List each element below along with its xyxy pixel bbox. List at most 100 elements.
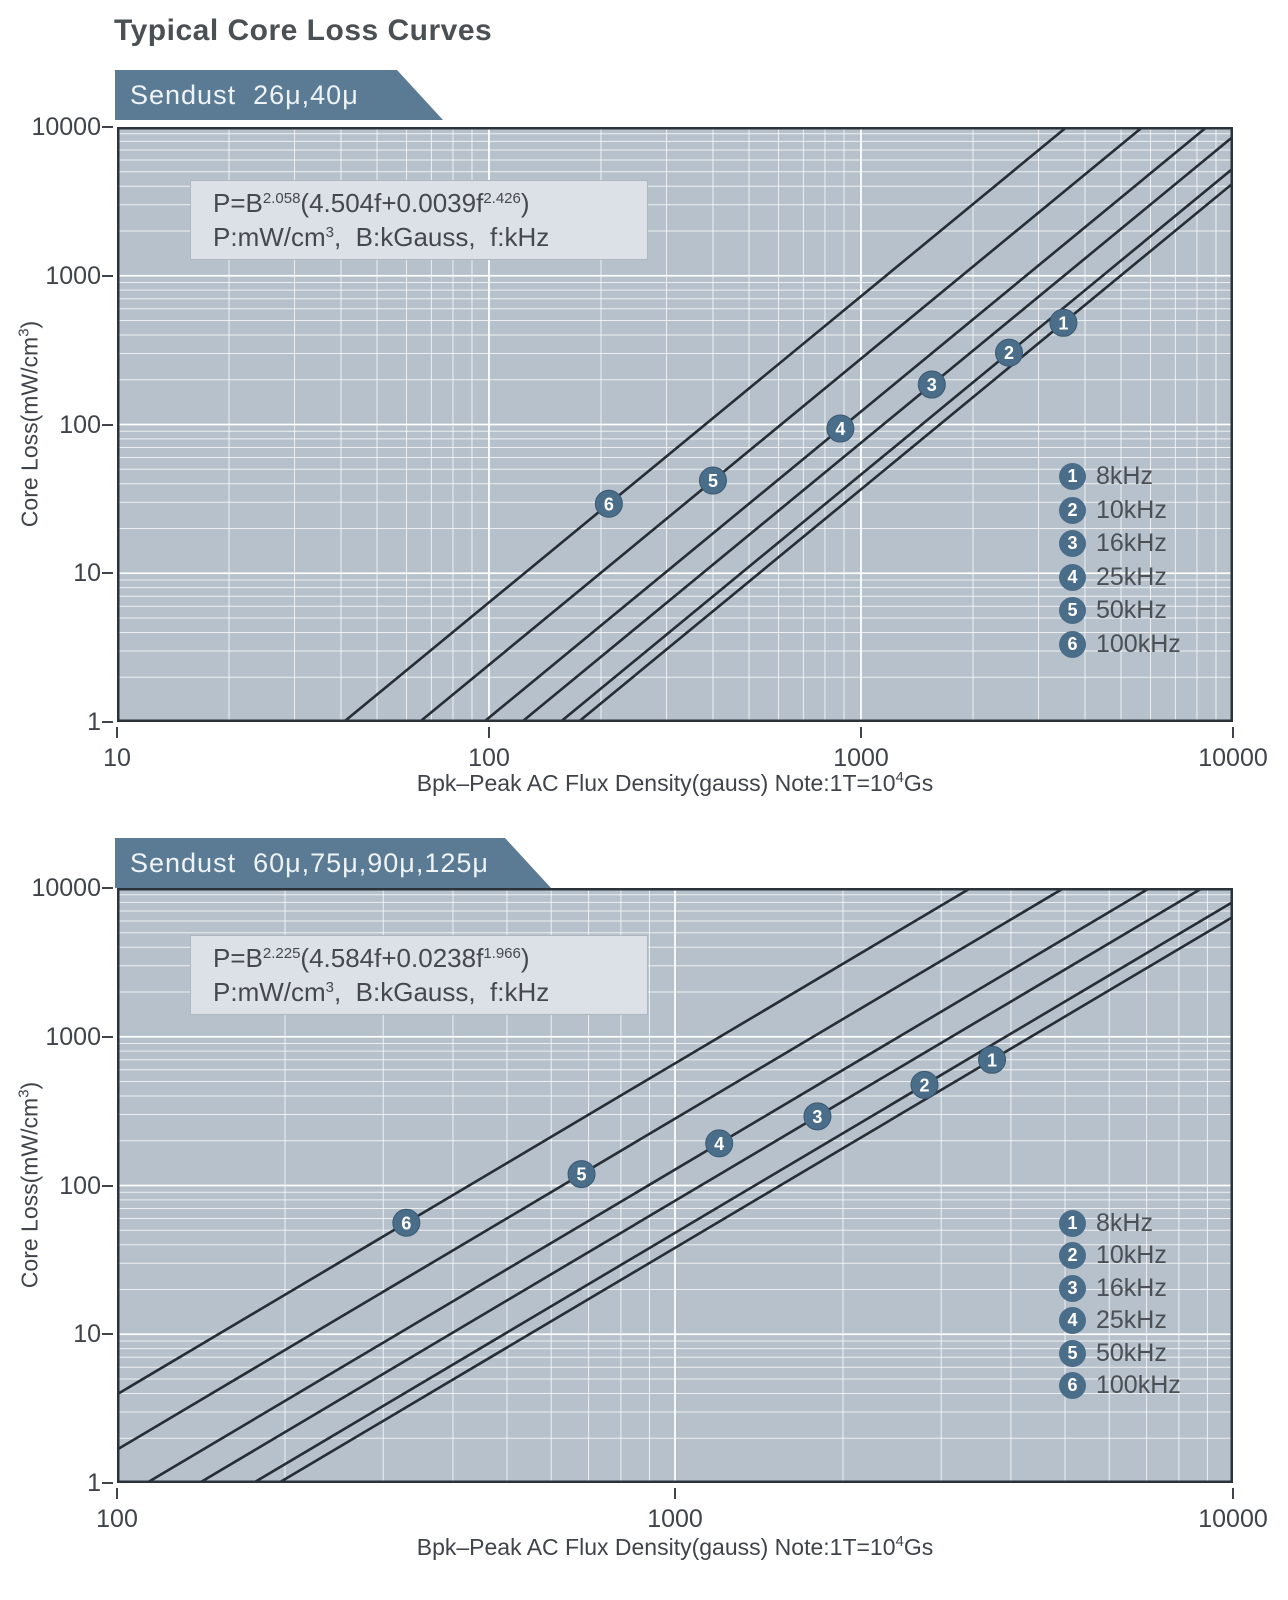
curve-10khz bbox=[252, 900, 1233, 1483]
legend-number-5-icon: 5 bbox=[1059, 597, 1086, 625]
legend-number-1-icon: 1 bbox=[1059, 463, 1086, 491]
marker-6-100khz: 6 bbox=[392, 1208, 421, 1237]
chart2-grid bbox=[117, 888, 1233, 1483]
svg-text:3: 3 bbox=[812, 1107, 822, 1127]
chart1-formula: P=B2.058(4.504f+0.0039f2.426) bbox=[213, 188, 530, 218]
legend-item-8khz: 1 8kHz bbox=[1059, 460, 1181, 494]
x-tick-label: 1000 bbox=[833, 744, 889, 772]
curve-25khz bbox=[145, 888, 1151, 1483]
legend-number-2-icon: 2 bbox=[1059, 1242, 1086, 1270]
chart2-formula-box: P=B2.225(4.584f+0.0238f1.966) P:mW/cm3, … bbox=[190, 935, 648, 1015]
legend-item-100khz: 6 100kHz bbox=[1059, 1370, 1181, 1403]
chart2-x-axis-title: Bpk–Peak AC Flux Density(gauss) Note:1T=… bbox=[416, 1533, 934, 1560]
y-tick-label: 10 bbox=[73, 1320, 101, 1349]
legend-label: 50kHz bbox=[1096, 1338, 1167, 1367]
legend-number-4-icon: 4 bbox=[1059, 1307, 1086, 1335]
legend-label: 8kHz bbox=[1096, 462, 1153, 491]
legend-number-6-icon: 6 bbox=[1059, 630, 1086, 658]
y-tick-label: 10000 bbox=[31, 113, 101, 141]
y-tick-label: 100 bbox=[59, 1171, 101, 1200]
svg-text:5: 5 bbox=[577, 1165, 587, 1185]
legend-number-3-icon: 3 bbox=[1059, 1274, 1086, 1302]
x-tick-mark bbox=[1232, 727, 1234, 738]
y-tick-mark bbox=[102, 1035, 113, 1038]
y-tick-mark bbox=[102, 1333, 113, 1336]
svg-text:2: 2 bbox=[1004, 343, 1014, 363]
chart2-canvas: 1 2 3 4 5 6 bbox=[117, 888, 1233, 1483]
y-tick-mark bbox=[102, 721, 113, 723]
marker-3-16khz: 3 bbox=[917, 370, 946, 399]
y-tick-label: 100 bbox=[59, 410, 101, 439]
legend-label: 25kHz bbox=[1096, 562, 1167, 591]
svg-text:1: 1 bbox=[1058, 313, 1068, 333]
svg-text:4: 4 bbox=[835, 419, 845, 439]
legend-number-2-icon: 2 bbox=[1059, 496, 1086, 524]
x-tick-label: 100 bbox=[468, 744, 510, 772]
y-tick-label: 1 bbox=[87, 708, 101, 736]
y-tick-label: 10 bbox=[73, 559, 101, 588]
chart1-banner: Sendust 26μ,40μ bbox=[115, 70, 443, 120]
marker-2-10khz: 2 bbox=[910, 1070, 939, 1099]
legend-number-5-icon: 5 bbox=[1059, 1339, 1086, 1367]
marker-5-50khz: 5 bbox=[698, 466, 727, 495]
legend-label: 10kHz bbox=[1096, 1241, 1167, 1270]
y-tick-mark bbox=[102, 572, 113, 575]
x-tick-label: 10000 bbox=[1198, 1505, 1268, 1533]
svg-text:3: 3 bbox=[927, 375, 937, 395]
svg-text:2: 2 bbox=[920, 1075, 930, 1095]
y-tick-mark bbox=[102, 1184, 113, 1187]
y-tick-label: 10000 bbox=[31, 874, 101, 902]
chart1-border bbox=[117, 127, 1233, 722]
legend-label: 25kHz bbox=[1096, 1306, 1167, 1335]
legend-item-8khz: 1 8kHz bbox=[1059, 1207, 1181, 1240]
svg-text:5: 5 bbox=[708, 471, 718, 491]
chart1-formula-units: P:mW/cm3, B:kGauss, f:kHz bbox=[213, 222, 550, 252]
x-tick-mark bbox=[116, 727, 118, 738]
curve-16khz bbox=[520, 135, 1233, 722]
chart1-plot-area: 1 2 3 4 5 6 P=B2.058(4.504f+0.0039f2.426) P:m… bbox=[117, 127, 1233, 722]
x-tick-label: 1000 bbox=[647, 1505, 703, 1533]
y-tick-mark bbox=[102, 887, 113, 889]
legend-label: 100kHz bbox=[1096, 629, 1181, 658]
curve-50khz bbox=[418, 127, 1144, 722]
curve-10khz bbox=[559, 167, 1233, 722]
marker-2-10khz: 2 bbox=[995, 338, 1024, 367]
marker-5-50khz: 5 bbox=[567, 1160, 596, 1189]
legend-item-50khz: 5 50kHz bbox=[1059, 594, 1181, 628]
legend-item-25khz: 4 25kHz bbox=[1059, 561, 1181, 595]
legend-item-25khz: 4 25kHz bbox=[1059, 1305, 1181, 1338]
legend-label: 100kHz bbox=[1096, 1371, 1181, 1400]
legend-number-4-icon: 4 bbox=[1059, 563, 1086, 591]
y-tick-label: 1000 bbox=[45, 1022, 101, 1051]
svg-text:6: 6 bbox=[401, 1213, 411, 1233]
x-tick-label: 100 bbox=[96, 1505, 138, 1533]
chart2-plot-area: 1 2 3 4 5 6 P=B2.225(4.584f+0.0238f1.966) P:m… bbox=[117, 888, 1233, 1483]
svg-text:6: 6 bbox=[604, 494, 614, 514]
curve-8khz bbox=[277, 915, 1233, 1483]
legend-number-6-icon: 6 bbox=[1059, 1372, 1086, 1400]
chart1-formula-box: P=B2.058(4.504f+0.0039f2.426) P:mW/cm3, … bbox=[190, 180, 648, 260]
marker-1-8khz: 1 bbox=[1049, 308, 1078, 337]
y-tick-label: 1 bbox=[87, 1469, 101, 1497]
chart2-legend: 1 8kHz 2 10kHz 3 16kHz 4 25kHz 5 50kHz 6 100kHz bbox=[1059, 1207, 1181, 1402]
legend-item-10khz: 2 10kHz bbox=[1059, 494, 1181, 528]
curve-100khz bbox=[342, 127, 1068, 722]
chart2-formula: P=B2.225(4.584f+0.0238f1.966) bbox=[213, 943, 530, 973]
legend-number-3-icon: 3 bbox=[1059, 530, 1086, 558]
chart1-x-axis-title: Bpk–Peak AC Flux Density(gauss) Note:1T=… bbox=[416, 769, 934, 796]
legend-label: 10kHz bbox=[1096, 495, 1167, 524]
marker-3-16khz: 3 bbox=[803, 1102, 832, 1131]
legend-item-16khz: 3 16kHz bbox=[1059, 527, 1181, 561]
legend-item-100khz: 6 100kHz bbox=[1059, 628, 1181, 662]
x-tick-mark bbox=[860, 727, 862, 738]
chart1-canvas: 1 2 3 4 5 6 bbox=[117, 127, 1233, 722]
y-tick-label: 1000 bbox=[45, 261, 101, 290]
legend-label: 8kHz bbox=[1096, 1208, 1153, 1237]
svg-text:4: 4 bbox=[714, 1134, 724, 1154]
marker-1-8khz: 1 bbox=[978, 1045, 1007, 1074]
legend-item-10khz: 2 10kHz bbox=[1059, 1240, 1181, 1273]
y-tick-mark bbox=[102, 423, 113, 426]
y-tick-mark bbox=[102, 126, 113, 128]
x-tick-label: 10000 bbox=[1198, 744, 1268, 772]
